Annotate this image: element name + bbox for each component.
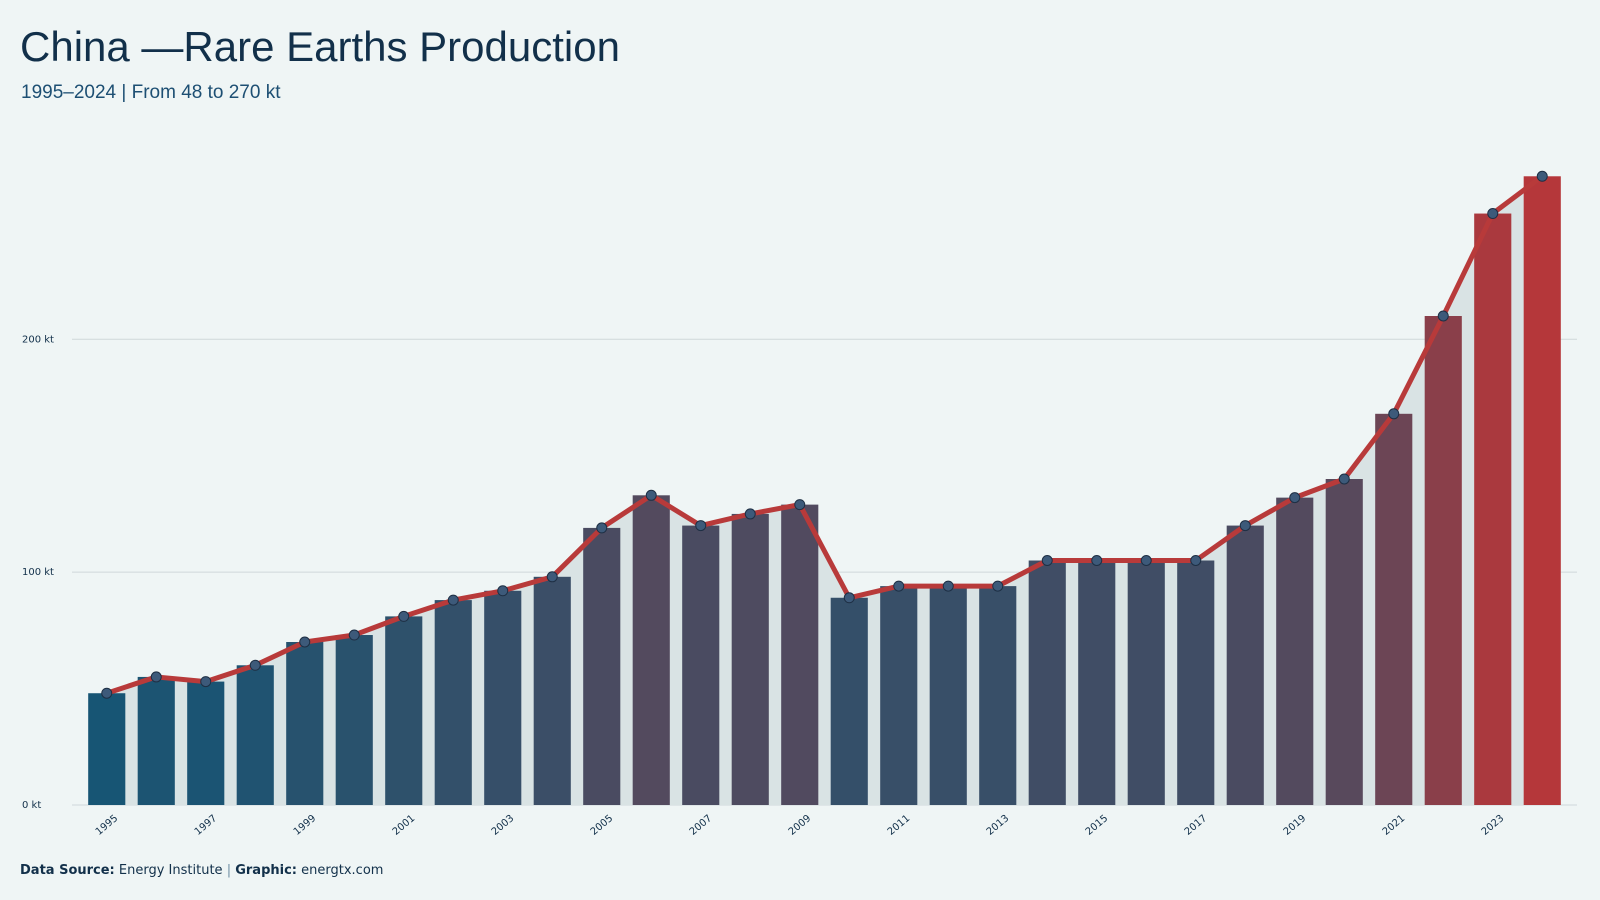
marker — [497, 585, 509, 597]
x-tick-label: 2019 — [1282, 813, 1309, 838]
marker — [1536, 170, 1548, 182]
marker — [398, 610, 410, 622]
marker — [299, 636, 311, 648]
x-tick-label: 2005 — [589, 813, 616, 838]
x-tick-label: 2003 — [490, 813, 517, 838]
marker — [596, 522, 608, 534]
bar — [1325, 479, 1363, 805]
marker — [942, 580, 954, 592]
bar — [682, 525, 720, 805]
chart-subtitle: 1995–2024 | From 48 to 270 kt — [21, 82, 281, 103]
bar — [1523, 176, 1561, 806]
y-tick-label: 100 kt — [22, 567, 54, 578]
y-tick-label: 0 kt — [22, 800, 41, 811]
x-tick-label: 2013 — [985, 813, 1012, 838]
marker — [101, 687, 113, 699]
bar — [1375, 413, 1413, 805]
marker — [843, 592, 855, 604]
bar — [1078, 560, 1116, 805]
marker — [695, 520, 707, 532]
bar — [137, 676, 175, 805]
bar — [385, 616, 423, 805]
bar — [1127, 560, 1165, 805]
x-tick-label: 2007 — [688, 813, 715, 838]
bar — [979, 586, 1017, 805]
bar — [781, 504, 819, 805]
x-tick-label: 1999 — [292, 813, 319, 838]
graphic: energtx.com — [301, 863, 383, 878]
marker — [1091, 555, 1103, 566]
x-tick-label: 1995 — [94, 813, 121, 838]
marker — [1437, 310, 1449, 322]
y-tick-label: 200 kt — [22, 334, 54, 345]
bar — [484, 590, 522, 805]
marker — [150, 671, 162, 683]
marker — [447, 594, 459, 606]
x-tick-label: 2011 — [886, 813, 913, 838]
bar — [533, 576, 571, 805]
bar — [731, 513, 769, 805]
marker — [794, 499, 806, 511]
separator: | — [227, 863, 231, 878]
x-tick-label: 2009 — [787, 813, 814, 838]
marker — [744, 508, 756, 520]
bar — [1028, 560, 1066, 805]
bar — [236, 665, 274, 805]
source: Energy Institute — [119, 863, 223, 878]
bar — [830, 597, 868, 805]
marker — [1388, 408, 1400, 420]
marker — [249, 659, 261, 671]
chart-title: China —Rare Earths Production — [20, 23, 620, 70]
marker — [1289, 492, 1301, 504]
marker — [1239, 520, 1251, 532]
marker — [1140, 555, 1152, 566]
marker — [1041, 555, 1053, 566]
bar — [929, 586, 967, 805]
bar — [583, 527, 621, 805]
bar — [1276, 497, 1314, 805]
bar — [1177, 560, 1215, 805]
bar — [335, 635, 373, 805]
marker — [893, 580, 905, 592]
marker — [200, 676, 212, 688]
graphic-label: Graphic: — [235, 863, 297, 878]
x-tick-label: 2001 — [391, 813, 418, 838]
source-label: Data Source: — [20, 863, 115, 878]
marker — [1338, 473, 1350, 485]
bar — [88, 693, 126, 805]
x-tick-label: 2015 — [1084, 813, 1111, 838]
bar — [187, 681, 225, 805]
marker — [645, 489, 657, 501]
marker — [1190, 555, 1202, 566]
bar — [1474, 213, 1512, 806]
footer: Data Source: Energy Institute | Graphic:… — [20, 863, 383, 878]
bar — [434, 600, 472, 805]
x-tick-label: 1997 — [193, 813, 220, 838]
x-tick-label: 2017 — [1183, 813, 1210, 838]
bar — [286, 642, 324, 805]
x-tick-label: 2023 — [1480, 813, 1507, 838]
marker — [546, 571, 558, 583]
marker — [348, 629, 360, 641]
bar — [880, 586, 918, 805]
line — [105, 174, 1544, 696]
marker — [1487, 208, 1499, 220]
bar — [1226, 525, 1264, 805]
bar — [632, 495, 670, 805]
marker — [992, 580, 1004, 592]
x-tick-label: 2021 — [1381, 813, 1408, 838]
bar — [1424, 316, 1462, 805]
